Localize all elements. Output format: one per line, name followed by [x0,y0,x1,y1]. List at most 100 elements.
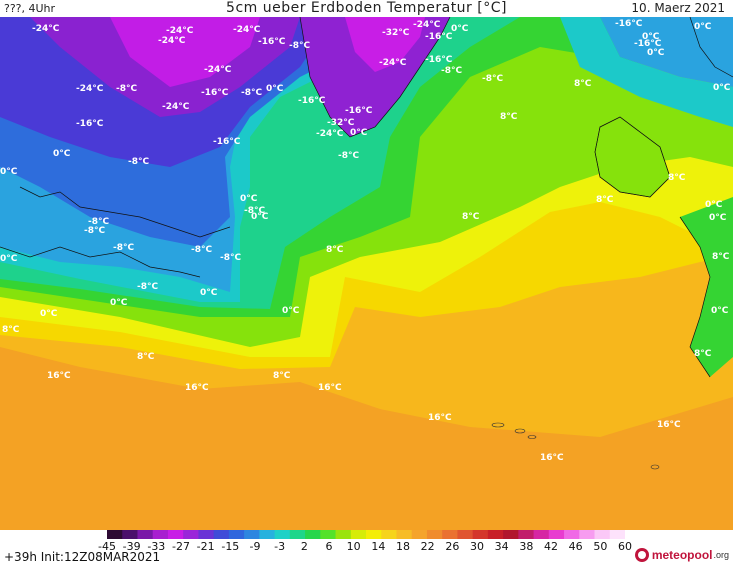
color-scale-swatch [335,530,352,539]
color-scale-swatch [564,530,580,539]
color-scale-swatch [122,530,138,539]
map-label: 16°C [185,383,209,393]
map-label: 16°C [47,371,71,381]
map-label: -16°C [425,55,453,65]
color-scale-swatch [167,530,184,539]
color-scale-ticks: -45 -39 -33 -27 -21 -15 -9 -3 2 6 10 14 18 22 26 30 34 38… [98,540,633,554]
color-scale-swatch [609,530,625,539]
islands [491,422,660,470]
map-label: 8°C [137,352,155,362]
map-label: 8°C [574,79,592,89]
color-scale-tick: 34 [494,540,509,553]
map-label: -16°C [258,37,286,47]
forecast-time: ???, 4Uhr [4,2,56,15]
color-scale-tick: -21 [196,540,215,553]
map-label: -8°C [441,66,462,76]
coastlines [0,17,733,378]
color-scale-swatch [137,530,154,539]
map-label: -24°C [158,36,186,46]
color-scale-tick: -3 [274,540,286,553]
map-label: -8°C [338,151,359,161]
field-greenland-magenta [345,17,425,72]
color-scale-tick: 50 [593,540,608,553]
map-label: -8°C [84,226,105,236]
color-scale-swatch [320,530,337,539]
forecast-date: 10. Maerz 2021 [631,1,725,15]
map-label: 0°C [0,254,18,264]
map-label: 0°C [711,306,729,316]
color-scale-tick: 38 [519,540,534,553]
map-label: 8°C [694,349,712,359]
brand-suffix: .org [713,550,729,560]
map-label: 0°C [694,22,712,32]
map-label: 0°C [282,306,300,316]
map-label: -8°C [137,282,158,292]
color-scale-swatch [487,530,504,539]
init-time: +39h Init:12Z08MAR2021 [4,550,161,564]
map-label: -24°C [32,24,60,34]
map-label: -16°C [298,96,326,106]
map-label: -24°C [166,26,194,36]
color-scale-swatch [228,530,245,539]
temperature-labels: -24°C -24°C -24°C -24°C -16°C -8°C -32°C… [0,19,731,463]
color-scale-tick: 42 [544,540,558,553]
color-scale-tick: 6 [325,540,333,553]
color-scale-swatch [503,530,519,539]
map-label: -8°C [191,245,212,255]
brand-logo: meteopool .org [634,546,729,564]
color-scale-swatch [594,530,611,539]
map-label: 0°C [266,84,284,94]
color-scale-swatch [305,530,321,539]
map-label: -16°C [213,137,241,147]
map-label: -8°C [128,157,149,167]
color-scale-tick: -9 [249,540,261,553]
map-label: 0°C [709,213,727,223]
map-label: -24°C [316,129,344,139]
color-scale-swatch [366,530,382,539]
map-title: 5cm ueber Erdboden Temperatur [°C] [226,0,507,16]
map-label: 16°C [318,383,342,393]
map-label: 8°C [712,252,730,262]
map-label: -8°C [482,74,503,84]
color-scale-swatch [274,530,291,539]
map-label: -24°C [233,25,261,35]
color-scale-swatch [533,530,550,539]
color-scale-swatch [381,530,397,539]
map-label: 0°C [40,309,58,319]
map-label: 16°C [540,453,564,463]
field-greenland-purple [300,17,450,137]
map-label: 0°C [642,32,660,42]
map-label: -8°C [241,88,262,98]
map-label: 8°C [668,173,686,183]
color-scale-swatch [152,530,169,539]
map-label: 0°C [200,288,218,298]
color-scale-swatch [396,530,413,539]
field-ne-cyan [560,17,733,127]
map-label: 0°C [240,194,258,204]
map-label: 8°C [462,212,480,222]
map-label: -24°C [379,58,407,68]
map-label: -8°C [88,217,109,227]
map-label: 0°C [251,212,269,222]
map-label: 8°C [596,195,614,205]
map-label: -8°C [113,243,134,253]
color-scale [107,530,625,539]
map-label: -16°C [345,106,373,116]
map-label: 0°C [53,149,71,159]
map-label: -16°C [201,88,229,98]
color-scale-tick: 46 [568,540,583,553]
color-scale-swatch [107,530,123,539]
color-scale-tick: 10 [346,540,361,553]
map-label: -16°C [615,19,643,29]
map-label: -24°C [162,102,190,112]
color-scale-tick: -27 [172,540,190,553]
map-label: 0°C [350,128,368,138]
color-scale-swatch [350,530,367,539]
color-scale-swatch [411,530,428,539]
color-scale-tick: -45 [98,540,116,553]
map-label: -8°C [220,253,241,263]
map-label: -32°C [327,118,355,128]
map-label: -32°C [382,28,410,38]
map-label: -24°C [204,65,232,75]
color-scale-swatch [472,530,489,539]
